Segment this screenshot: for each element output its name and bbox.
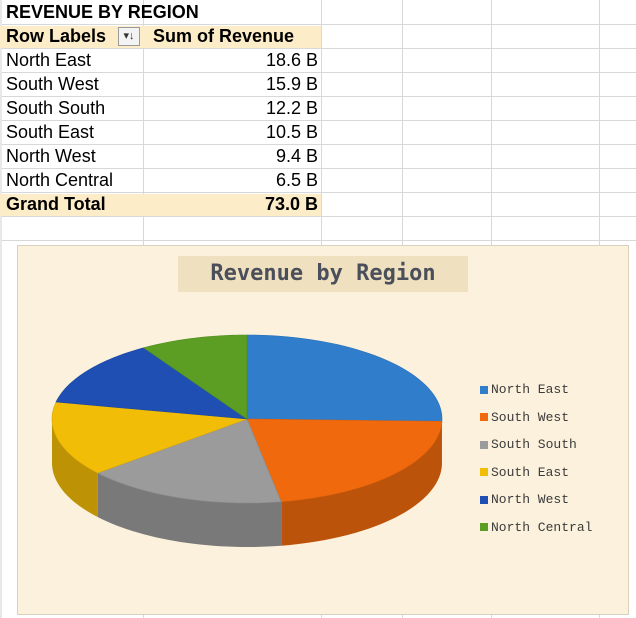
chart-title-background bbox=[178, 256, 468, 292]
legend-item[interactable]: South South bbox=[480, 431, 592, 459]
legend-item[interactable]: South West bbox=[480, 404, 592, 432]
row-value[interactable]: 18.6 B bbox=[265, 50, 318, 70]
legend-label: South East bbox=[491, 464, 570, 480]
legend-swatch bbox=[480, 440, 488, 449]
legend-label: South West bbox=[491, 409, 570, 425]
chart-legend[interactable]: North East South West South South South Eas… bbox=[480, 376, 592, 541]
row-label[interactable]: North Central bbox=[6, 170, 114, 190]
row-label[interactable]: South South bbox=[6, 98, 106, 118]
grand-total-value[interactable]: 73.0 B bbox=[264, 194, 318, 214]
legend-swatch bbox=[480, 385, 488, 394]
pie-slices bbox=[51, 334, 443, 504]
pie-slice-north-west[interactable] bbox=[55, 347, 249, 420]
sum-of-revenue-header[interactable]: Sum of Revenue bbox=[153, 26, 295, 46]
legend-label: North East bbox=[491, 382, 570, 398]
pie-chart[interactable]: Revenue by Region North East South West So… bbox=[17, 245, 629, 615]
row-value[interactable]: 15.9 B bbox=[265, 74, 318, 94]
pie-side-south-east bbox=[52, 419, 98, 518]
chart-title[interactable]: Revenue by Region bbox=[210, 261, 436, 286]
row-labels-header[interactable]: Row Labels bbox=[6, 26, 107, 46]
legend-item[interactable]: North West bbox=[480, 486, 592, 514]
pivot-header-row bbox=[0, 26, 321, 48]
legend-item[interactable]: South East bbox=[480, 459, 592, 487]
legend-label: North West bbox=[491, 492, 570, 508]
row-label[interactable]: North East bbox=[6, 50, 92, 70]
legend-item[interactable]: North Central bbox=[480, 514, 592, 542]
filter-sort-icon[interactable]: ▾↓ bbox=[118, 27, 140, 46]
row-label[interactable]: North West bbox=[6, 146, 96, 166]
pie-slice-south-east[interactable] bbox=[51, 401, 248, 474]
legend-swatch bbox=[480, 468, 488, 477]
pivot-title: REVENUE BY REGION bbox=[6, 2, 199, 22]
pie-plot-area[interactable] bbox=[18, 246, 629, 615]
grand-total-label[interactable]: Grand Total bbox=[6, 194, 106, 214]
row-value[interactable]: 6.5 B bbox=[275, 170, 318, 190]
legend-label: North Central bbox=[491, 519, 593, 535]
pivot-total-row bbox=[0, 194, 321, 216]
row-value[interactable]: 10.5 B bbox=[265, 122, 318, 142]
legend-swatch bbox=[480, 495, 488, 504]
row-value[interactable]: 9.4 B bbox=[275, 146, 318, 166]
legend-swatch bbox=[480, 413, 488, 422]
pie-side-south-west bbox=[281, 421, 442, 546]
row-value[interactable]: 12.2 B bbox=[265, 98, 318, 118]
pie-slice-north-central[interactable] bbox=[142, 334, 248, 420]
pie-slice-south-south[interactable] bbox=[96, 418, 282, 504]
legend-label: South South bbox=[491, 437, 577, 453]
legend-item[interactable]: North East bbox=[480, 376, 592, 404]
pie-sides bbox=[52, 419, 442, 547]
pie-slice-north-east[interactable] bbox=[246, 334, 443, 422]
pie-side-south-south bbox=[97, 473, 282, 547]
pie-slice-south-west[interactable] bbox=[246, 418, 443, 503]
legend-swatch bbox=[480, 523, 488, 532]
row-label[interactable]: South West bbox=[6, 74, 99, 94]
row-label[interactable]: South East bbox=[6, 122, 95, 142]
